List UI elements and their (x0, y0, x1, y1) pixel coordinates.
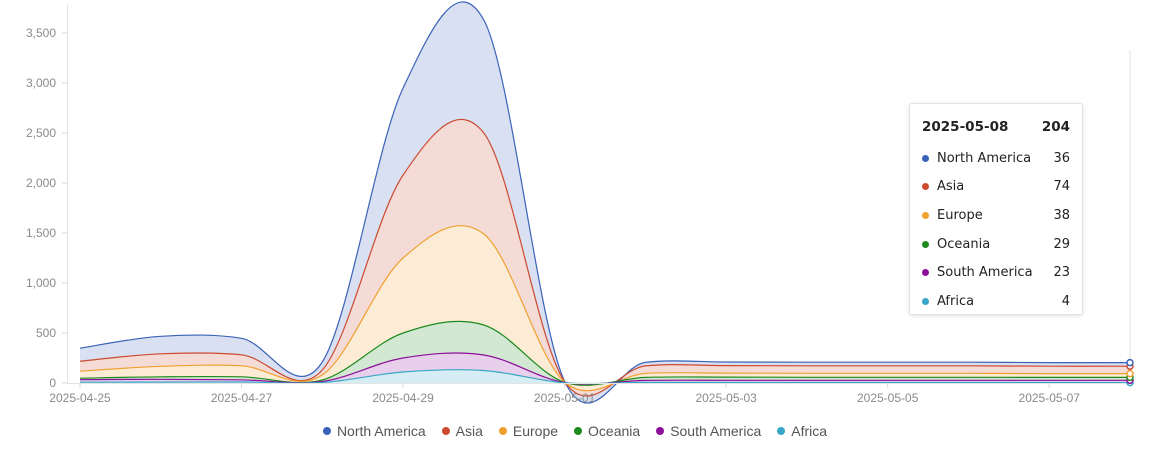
area-asia (80, 119, 1130, 397)
tooltip-dot (922, 240, 929, 248)
legend-item-north-america[interactable]: North America (322, 423, 426, 439)
hover-layer (1126, 50, 1134, 387)
tooltip-series-name: Asia (937, 179, 965, 195)
y-tick-label: 1,500 (26, 226, 56, 240)
tooltip-dot (922, 269, 929, 277)
y-tick-label: 0 (49, 376, 56, 390)
legend-label: Europe (512, 423, 559, 439)
hover-marker-north-america (1126, 358, 1134, 367)
y-tick-label: 3,000 (26, 76, 56, 90)
tooltip-series-name: North America (937, 150, 1032, 166)
chart-legend: North America Asia Europe Oceania South Amer… (0, 420, 1150, 442)
tooltip-series-name: South America (937, 265, 1033, 281)
tooltip-row-north-america: North America 36 (922, 144, 1070, 173)
tooltip-dot (922, 211, 929, 219)
tooltip-series-value: 38 (1053, 207, 1070, 223)
tooltip-series-name: Europe (937, 207, 983, 223)
line-north-america (79, 1, 1131, 404)
legend-label: North America (336, 423, 426, 439)
legend-dot (777, 427, 786, 435)
x-tick-label: 2025-05-05 (857, 391, 919, 405)
legend-item-south-america[interactable]: South America (656, 423, 761, 439)
area-layers (79, 1, 1131, 404)
tooltip-series-value: 4 (1061, 293, 1070, 309)
tooltip-series-value: 23 (1053, 265, 1070, 281)
legend-label: Asia (455, 423, 483, 439)
hover-marker-europe (1126, 369, 1134, 378)
y-tick-label: 3,500 (26, 26, 56, 40)
legend-item-europe[interactable]: Europe (498, 423, 559, 439)
tooltip-dot (922, 297, 929, 305)
axes: 0 500 1,000 1,500 2,000 2,500 3,000 3,500 2025-0… (26, 5, 1131, 405)
legend-dot (441, 427, 450, 435)
tooltip-series-value: 74 (1053, 179, 1070, 195)
tooltip-row-oceania: Oceania 29 (922, 230, 1070, 259)
hover-tooltip: 2025-05-08 204 North America 36 Asia 74 Euro… (909, 103, 1083, 315)
x-tick-label: 2025-04-25 (49, 391, 111, 405)
x-tick-label: 2025-05-07 (1019, 391, 1081, 405)
y-tick-label: 1,000 (26, 276, 56, 290)
legend-label: Africa (791, 423, 828, 439)
line-asia (79, 118, 1131, 397)
legend-item-africa[interactable]: Africa (777, 423, 827, 439)
legend-item-oceania[interactable]: Oceania (574, 423, 640, 439)
tooltip-rows: North America 36 Asia 74 Europe 38 Oceania 29 So… (922, 144, 1070, 316)
tooltip-date: 2025-05-08 (922, 119, 1009, 135)
tooltip-row-africa: Africa 4 (922, 287, 1070, 316)
tooltip-series-name: Africa (937, 293, 975, 309)
legend-dot (322, 427, 331, 435)
legend-dot (656, 427, 665, 435)
tooltip-row-south-america: South America 23 (922, 258, 1070, 287)
tooltip-dot (922, 183, 929, 191)
line-oceania (79, 320, 1130, 386)
tooltip-dot (922, 154, 929, 162)
legend-label: Oceania (588, 423, 641, 439)
y-tick-label: 500 (36, 326, 56, 340)
area-europe (80, 225, 1130, 391)
y-tick-label: 2,000 (26, 176, 56, 190)
tooltip-total: 204 (1041, 119, 1070, 135)
tooltip-header: 2025-05-08 204 (922, 116, 1070, 138)
x-tick-label: 2025-04-27 (211, 391, 273, 405)
y-tick-label: 2,500 (26, 126, 56, 140)
legend-label: South America (670, 423, 762, 439)
x-tick-label: 2025-04-29 (372, 391, 434, 405)
legend-dot (574, 427, 583, 435)
tooltip-series-value: 29 (1053, 236, 1070, 252)
x-tick-label: 2025-05-01 (534, 391, 596, 405)
tooltip-row-asia: Asia 74 (922, 173, 1070, 202)
x-tick-label: 2025-05-03 (695, 391, 757, 405)
legend-item-asia[interactable]: Asia (441, 423, 483, 439)
tooltip-series-value: 36 (1053, 150, 1070, 166)
tooltip-row-europe: Europe 38 (922, 201, 1070, 230)
tooltip-series-name: Oceania (937, 236, 991, 252)
legend-dot (498, 427, 507, 435)
